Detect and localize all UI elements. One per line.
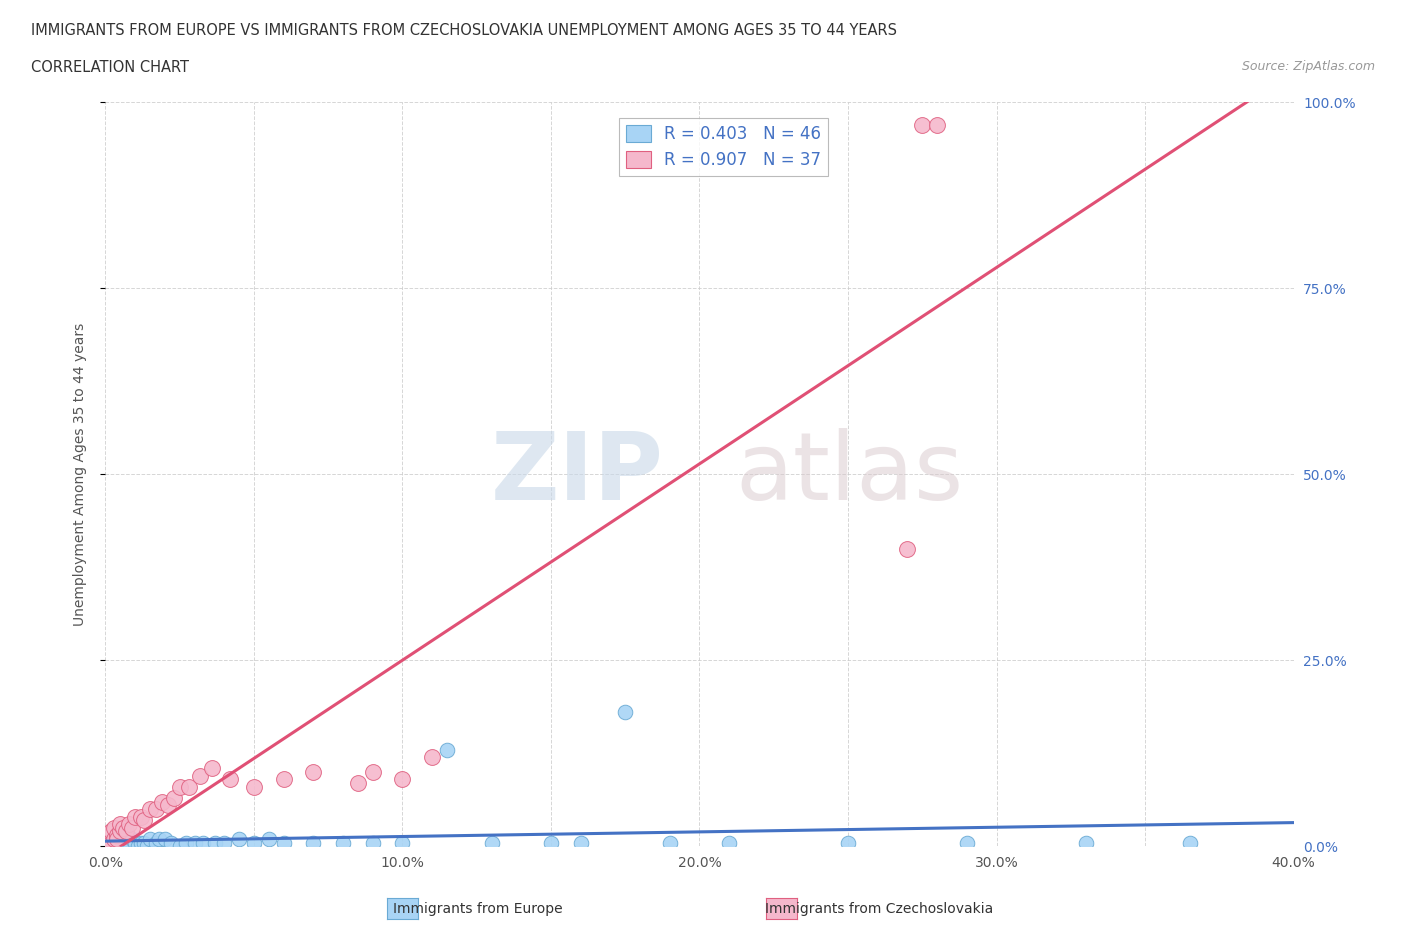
Point xyxy=(97,839,120,854)
Point xyxy=(718,835,741,850)
Point xyxy=(658,835,681,850)
Point xyxy=(100,824,122,839)
Point xyxy=(124,835,146,850)
Point xyxy=(273,835,295,850)
Point xyxy=(148,831,170,846)
Point xyxy=(201,761,224,776)
Point xyxy=(145,835,167,850)
Point xyxy=(110,817,132,831)
Point xyxy=(139,802,162,817)
Point xyxy=(540,835,562,850)
Point xyxy=(436,742,458,757)
Point xyxy=(177,779,200,794)
Point xyxy=(97,835,120,850)
Point xyxy=(169,779,191,794)
Point xyxy=(361,764,384,779)
Point xyxy=(302,764,325,779)
Point xyxy=(129,835,152,850)
Text: Immigrants from Czechoslovakia: Immigrants from Czechoslovakia xyxy=(765,901,993,916)
Text: CORRELATION CHART: CORRELATION CHART xyxy=(31,60,188,75)
Point xyxy=(124,809,146,824)
Point xyxy=(103,831,125,846)
Point xyxy=(219,772,242,787)
Point xyxy=(1074,835,1097,850)
Point xyxy=(139,831,162,846)
Point xyxy=(110,839,132,854)
Point xyxy=(105,831,128,846)
Point xyxy=(169,839,191,854)
Point xyxy=(228,831,250,846)
Point xyxy=(132,813,155,828)
Point xyxy=(103,839,125,854)
Point xyxy=(129,809,152,824)
Point xyxy=(121,820,143,835)
Text: Immigrants from Europe: Immigrants from Europe xyxy=(394,901,562,916)
Point xyxy=(273,772,295,787)
Point xyxy=(911,117,934,132)
Point xyxy=(204,835,226,850)
Point xyxy=(132,835,155,850)
Text: Source: ZipAtlas.com: Source: ZipAtlas.com xyxy=(1241,60,1375,73)
Point xyxy=(614,705,637,720)
Point xyxy=(190,768,212,783)
Point xyxy=(569,835,592,850)
Point xyxy=(927,117,949,132)
Point xyxy=(163,790,186,805)
Point xyxy=(391,835,413,850)
Point xyxy=(121,831,143,846)
Text: atlas: atlas xyxy=(735,429,963,520)
Point xyxy=(302,835,325,850)
Point xyxy=(391,772,413,787)
Point xyxy=(837,835,859,850)
Legend: R = 0.403   N = 46, R = 0.907   N = 37: R = 0.403 N = 46, R = 0.907 N = 37 xyxy=(619,118,828,176)
Point xyxy=(105,835,128,850)
Point xyxy=(896,541,918,556)
Point xyxy=(214,835,236,850)
Point xyxy=(110,824,132,839)
Point xyxy=(332,835,354,850)
Point xyxy=(127,839,149,854)
Point xyxy=(103,835,125,850)
Point xyxy=(110,835,132,850)
Point xyxy=(361,835,384,850)
Text: IMMIGRANTS FROM EUROPE VS IMMIGRANTS FROM CZECHOSLOVAKIA UNEMPLOYMENT AMONG AGES: IMMIGRANTS FROM EUROPE VS IMMIGRANTS FRO… xyxy=(31,23,897,38)
Point xyxy=(105,828,128,843)
Point xyxy=(243,835,266,850)
Point xyxy=(956,835,979,850)
Point xyxy=(153,831,176,846)
Point xyxy=(145,802,167,817)
Point xyxy=(115,835,138,850)
Text: ZIP: ZIP xyxy=(491,429,664,520)
Point xyxy=(420,750,443,764)
Point xyxy=(100,839,122,854)
Y-axis label: Unemployment Among Ages 35 to 44 years: Unemployment Among Ages 35 to 44 years xyxy=(73,323,87,626)
Point xyxy=(174,835,197,850)
Point xyxy=(103,820,125,835)
Point xyxy=(112,839,135,854)
Point xyxy=(257,831,280,846)
Point xyxy=(115,824,138,839)
Point xyxy=(150,794,173,809)
Point xyxy=(112,820,135,835)
Point xyxy=(118,835,141,850)
Point xyxy=(118,817,141,831)
Point xyxy=(347,776,370,790)
Point xyxy=(97,835,120,850)
Point xyxy=(156,798,179,813)
Point xyxy=(481,835,503,850)
Point xyxy=(243,779,266,794)
Point xyxy=(183,835,205,850)
Point xyxy=(100,835,122,850)
Point xyxy=(136,839,159,854)
Point xyxy=(193,835,215,850)
Point xyxy=(1178,835,1201,850)
Point xyxy=(159,835,181,850)
